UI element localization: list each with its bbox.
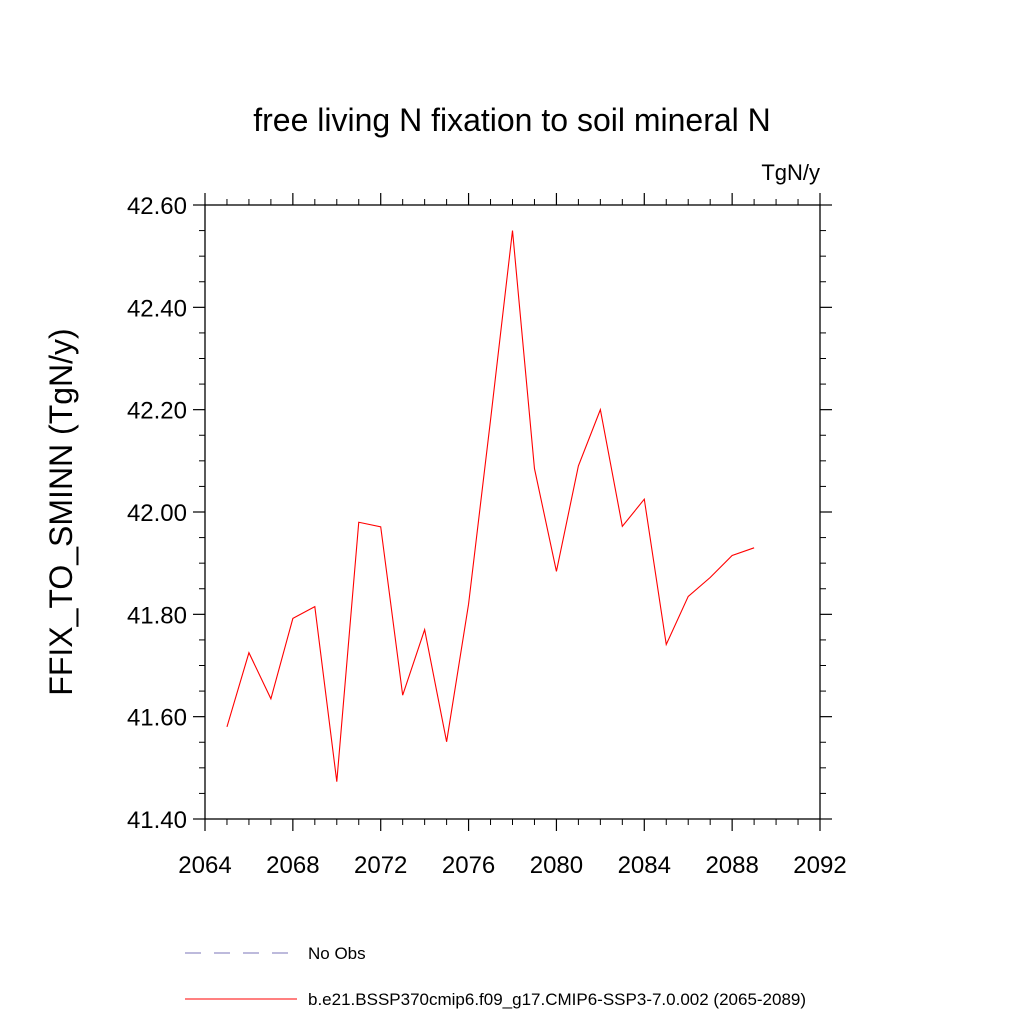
x-tick-label: 2072	[354, 852, 407, 879]
x-tick-label: 2076	[442, 852, 495, 879]
series-layer	[226, 230, 755, 782]
y-tick-label: 41.40	[127, 807, 187, 834]
x-tick-label: 2080	[530, 852, 583, 879]
legend: No Obs b.e21.BSSP370cmip6.f09_g17.CMIP6-S…	[185, 944, 806, 1009]
y-tick-label: 42.20	[127, 398, 187, 425]
y-tick-label: 42.00	[127, 500, 187, 527]
units-label: TgN/y	[761, 160, 820, 185]
axes: 2064 2068 2072 2076 2080 2084 2088 2092 41.40 41.…	[127, 193, 847, 879]
x-tick-label: 2068	[266, 852, 319, 879]
y-tick-label: 41.60	[127, 705, 187, 732]
x-tick-label: 2092	[793, 852, 846, 879]
legend-label: b.e21.BSSP370cmip6.f09_g17.CMIP6-SSP3-7.…	[308, 990, 806, 1009]
x-tick-label: 2064	[178, 852, 231, 879]
y-axis-label: FFIX_TO_SMINN (TgN/y)	[43, 328, 79, 695]
chart-title: free living N fixation to soil mineral N	[253, 102, 771, 138]
series-line-0	[226, 230, 755, 782]
x-tick-label: 2088	[705, 852, 758, 879]
y-tick-label: 41.80	[127, 602, 187, 629]
legend-label: No Obs	[308, 944, 366, 963]
y-tick-label: 42.60	[127, 193, 187, 220]
x-tick-label: 2084	[618, 852, 671, 879]
y-tick-label: 42.40	[127, 295, 187, 322]
